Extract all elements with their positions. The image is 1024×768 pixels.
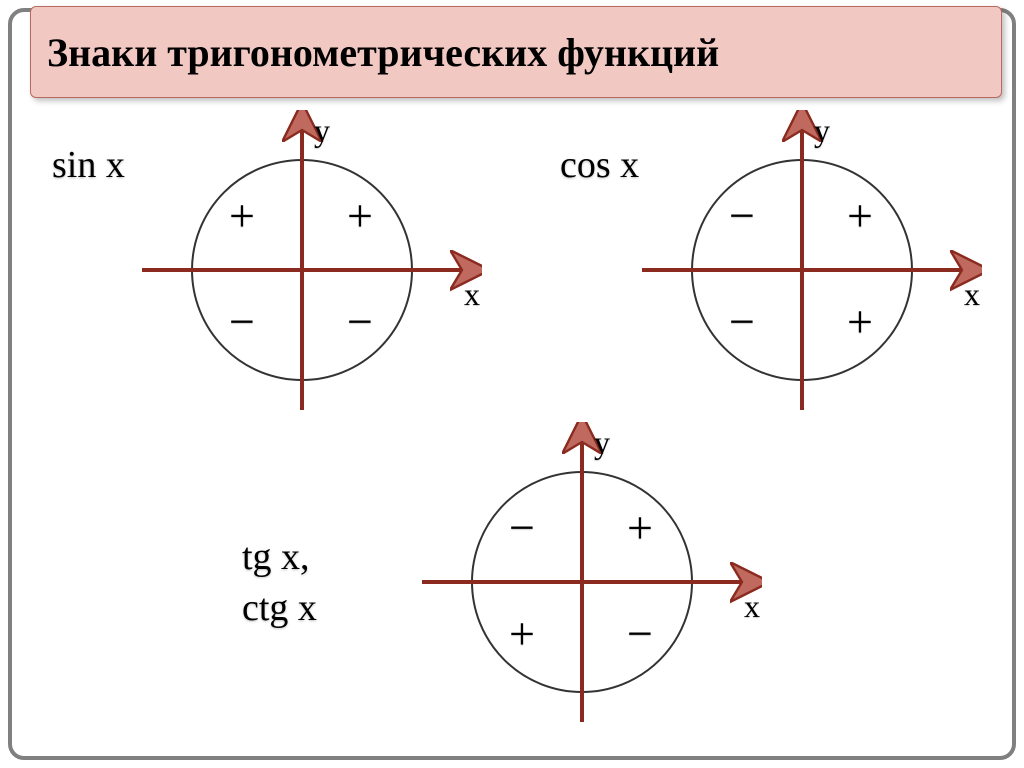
- sign-tgctg-q3: +: [509, 607, 535, 660]
- y-axis-label: y: [814, 112, 830, 149]
- function-label-sin: sin x: [52, 140, 125, 191]
- unit-circle-sin: [122, 110, 482, 430]
- sign-tgctg-q1: +: [627, 501, 653, 554]
- sign-sin-q1: +: [347, 189, 373, 242]
- sign-sin-q3: −: [229, 295, 255, 348]
- sign-cos-q4: +: [847, 295, 873, 348]
- x-axis-label: x: [464, 276, 480, 313]
- x-axis-label: x: [744, 588, 760, 625]
- sign-sin-q2: +: [229, 189, 255, 242]
- x-axis-label: x: [964, 276, 980, 313]
- title-text: Знаки тригонометрических функций: [47, 29, 719, 76]
- y-axis-label: y: [314, 112, 330, 149]
- page-frame: Знаки тригонометрических функций sin x y x…: [8, 8, 1016, 760]
- sign-tgctg-q4: −: [627, 607, 653, 660]
- unit-circle-cos: [622, 110, 982, 430]
- title-banner: Знаки тригонометрических функций: [30, 6, 1002, 98]
- unit-circle-tgctg: [402, 422, 762, 742]
- y-axis-label: y: [594, 424, 610, 461]
- function-label-tgctg: tg x, ctg x: [242, 532, 317, 635]
- sign-cos-q2: −: [729, 189, 755, 242]
- sign-cos-q3: −: [729, 295, 755, 348]
- sign-cos-q1: +: [847, 189, 873, 242]
- sign-sin-q4: −: [347, 295, 373, 348]
- sign-tgctg-q2: −: [509, 501, 535, 554]
